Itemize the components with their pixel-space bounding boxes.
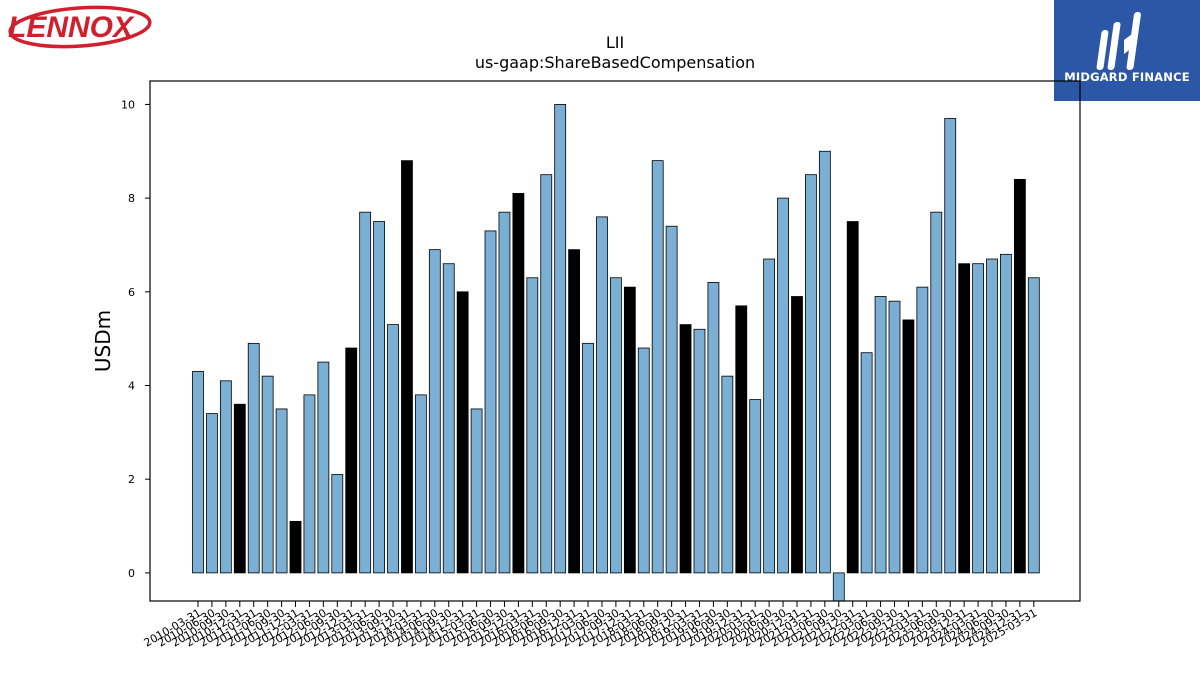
- chart-subtitle: us-gaap:ShareBasedCompensation: [475, 53, 755, 72]
- bar-2024-09-30: [1000, 253, 1012, 574]
- bar-2021-09-30: [832, 572, 845, 602]
- bars-group: [192, 104, 1040, 602]
- bar-2017-09-30: [610, 277, 622, 574]
- bar-2023-06-30: [930, 211, 943, 574]
- bar-2023-03-31: [916, 286, 929, 574]
- bar-2019-06-30: [707, 282, 720, 574]
- bar-2023-09-30: [944, 118, 957, 574]
- bar-2010-12-31: [233, 403, 246, 574]
- chart-title: LII: [606, 33, 624, 52]
- bar-2025-03-31: [1027, 277, 1040, 574]
- bar-2023-12-31: [958, 263, 971, 574]
- bar-2019-12-31: [735, 305, 748, 574]
- midgard-finance-logo: MIDGARD FINANCE: [1054, 0, 1200, 101]
- bar-2018-06-30: [651, 160, 664, 574]
- y-tick-label: 6: [128, 286, 135, 299]
- bar-2014-03-31: [414, 394, 427, 574]
- bar-2011-12-31: [289, 520, 302, 574]
- bar-2018-12-31: [679, 324, 692, 574]
- bar-2013-03-31: [359, 211, 372, 574]
- y-axis-ticks: 0 2 4 6 8 10: [121, 98, 150, 580]
- bar-2022-12-31: [902, 319, 915, 574]
- bar-2010-09-30: [219, 380, 232, 574]
- plot-frame: [149, 80, 1081, 602]
- bar-2016-12-31: [568, 249, 581, 574]
- bar-2018-09-30: [665, 225, 678, 574]
- bar-2017-06-30: [596, 216, 608, 574]
- bar-2016-03-31: [526, 277, 539, 574]
- bar-2015-03-31: [470, 408, 483, 574]
- bar-2012-09-30: [331, 474, 344, 574]
- midgard-logo-text: MIDGARD FINANCE: [1064, 70, 1190, 84]
- bar-2024-12-31: [1013, 178, 1026, 574]
- bar-2013-09-30: [387, 324, 399, 574]
- bar-2020-03-31: [749, 399, 762, 574]
- bar-2015-09-30: [498, 211, 511, 574]
- midgard-emblem-icon: [1096, 12, 1141, 70]
- bar-2010-03-31: [192, 371, 204, 574]
- bar-2020-12-31: [791, 296, 803, 574]
- y-tick-label: 4: [128, 380, 135, 393]
- bar-2015-12-31: [512, 193, 525, 574]
- bar-2013-06-30: [373, 221, 385, 574]
- bar-2014-09-30: [442, 263, 455, 574]
- bar-2020-09-30: [777, 197, 789, 574]
- bar-2013-12-31: [401, 160, 413, 574]
- bar-2016-06-30: [540, 174, 553, 574]
- bar-2010-06-30: [206, 413, 218, 574]
- bar-2022-09-30: [888, 300, 901, 574]
- y-tick-label: 10: [121, 98, 135, 111]
- bar-2011-06-30: [261, 375, 274, 574]
- bar-2019-03-31: [693, 328, 706, 574]
- bar-2021-06-30: [818, 150, 831, 574]
- x-axis-ticks: 2010-03-312010-06-302010-09-302010-12-31…: [142, 601, 1039, 650]
- bar-2022-06-30: [874, 296, 887, 574]
- bar-2018-03-31: [637, 347, 650, 574]
- bar-2020-06-30: [763, 258, 776, 574]
- bar-2017-03-31: [582, 342, 594, 574]
- bar-2011-03-31: [247, 342, 260, 574]
- bar-2022-03-31: [860, 352, 873, 574]
- bar-2014-06-30: [428, 249, 441, 574]
- y-axis-label: USDm: [91, 310, 115, 372]
- bar-2021-12-31: [846, 221, 859, 574]
- y-tick-label: 2: [128, 473, 135, 486]
- bar-2016-09-30: [554, 104, 567, 574]
- bar-2014-12-31: [456, 291, 469, 574]
- bar-2019-09-30: [721, 375, 734, 574]
- bar-2012-03-31: [303, 394, 316, 574]
- bar-2024-03-31: [972, 263, 984, 574]
- lennox-logo-text: LENNOX: [8, 11, 135, 44]
- bar-2017-12-31: [623, 286, 636, 574]
- bar-2015-06-30: [484, 230, 497, 574]
- bar-2011-09-30: [275, 408, 288, 574]
- lennox-logo: LENNOX: [8, 5, 152, 49]
- bar-2012-06-30: [317, 361, 330, 574]
- y-tick-label: 0: [128, 567, 135, 580]
- bar-2012-12-31: [345, 347, 358, 574]
- y-tick-label: 8: [128, 192, 135, 205]
- bar-2024-06-30: [986, 258, 998, 574]
- bar-2021-03-31: [805, 174, 817, 574]
